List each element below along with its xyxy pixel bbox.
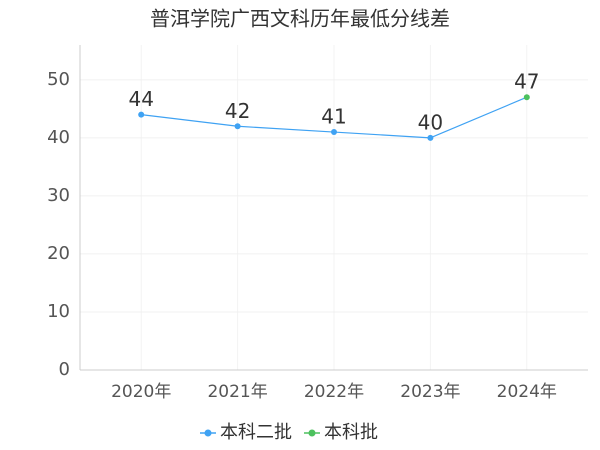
y-tick-label: 0: [59, 359, 70, 380]
point: [234, 123, 241, 130]
y-tick-label: 50: [47, 69, 70, 90]
data-label: 44: [128, 87, 153, 111]
y-tick-label: 20: [47, 243, 70, 264]
y-tick-label: 40: [47, 127, 70, 148]
connector-line: [430, 96, 528, 139]
x-tick-label: 2021年: [207, 382, 267, 402]
data-label: 42: [225, 99, 250, 123]
x-tick-label: 2024年: [497, 382, 557, 402]
point: [331, 129, 337, 136]
y-tick-label: 30: [47, 185, 70, 206]
y-tick-label: 10: [47, 301, 70, 322]
point: [138, 111, 145, 118]
x-tick-label: 2023年: [400, 382, 460, 402]
x-tick-label: 2022年: [304, 382, 364, 402]
data-label: 47: [514, 70, 539, 94]
legend-label: 本科二批: [220, 422, 292, 443]
point: [427, 134, 434, 141]
data-label: 40: [418, 110, 443, 134]
data-label: 41: [321, 105, 346, 129]
series-line: [141, 114, 431, 139]
point: [523, 94, 530, 101]
legend-label: 本科批: [324, 422, 378, 443]
legend-marker: [204, 429, 212, 437]
x-tick-label: 2020年: [111, 382, 171, 402]
chart-title: 普洱学院广西文科历年最低分线差: [150, 7, 450, 31]
legend-marker: [308, 429, 316, 437]
